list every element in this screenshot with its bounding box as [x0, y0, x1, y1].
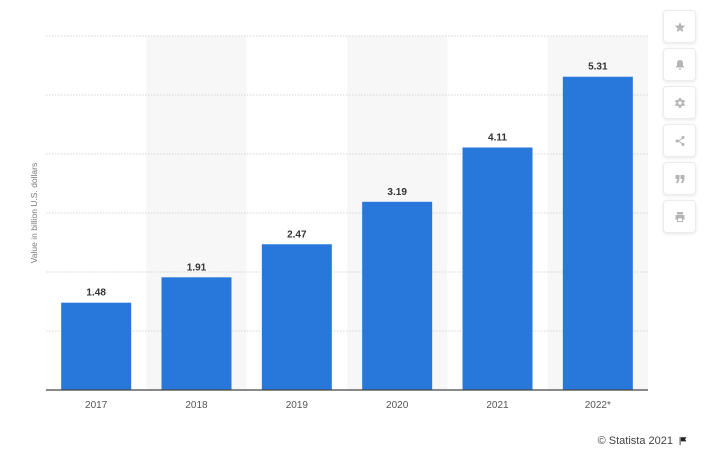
print-button[interactable]: [663, 200, 696, 233]
star-icon: [674, 21, 685, 32]
cite-button[interactable]: [663, 162, 696, 195]
data-label: 1.48: [86, 288, 106, 299]
bar: [462, 147, 533, 390]
data-label: 4.11: [488, 133, 507, 144]
flag-icon: [679, 436, 687, 446]
quote-icon: [675, 174, 684, 183]
notification-button[interactable]: [663, 48, 696, 81]
gear-icon: [674, 97, 685, 108]
y-axis-label: Value in billion U.S. dollars: [29, 162, 39, 264]
bar: [362, 201, 433, 390]
x-tick-label: 2021: [486, 400, 509, 411]
bar: [161, 277, 232, 390]
bar: [562, 76, 633, 391]
bar: [261, 244, 332, 390]
print-icon: [675, 211, 684, 222]
data-label: 5.31: [588, 62, 608, 73]
share-icon: [675, 135, 684, 146]
x-tick-label: 2022*: [585, 400, 611, 411]
chart-toolbar: [663, 10, 696, 233]
statista-credit[interactable]: © Statista 2021: [598, 435, 688, 447]
x-tick-label: 2020: [386, 400, 409, 411]
data-label: 1.91: [187, 262, 207, 273]
share-button[interactable]: [663, 124, 696, 157]
x-tick-label: 2017: [85, 400, 108, 411]
x-tick-label: 2018: [185, 400, 208, 411]
bar: [61, 302, 132, 390]
favorite-button[interactable]: [663, 10, 696, 43]
data-label: 3.19: [387, 187, 407, 198]
settings-button[interactable]: [663, 86, 696, 119]
credit-text: © Statista 2021: [597, 435, 673, 447]
bell-icon: [675, 59, 684, 70]
data-label: 2.47: [287, 229, 307, 240]
x-tick-label: 2019: [286, 400, 309, 411]
